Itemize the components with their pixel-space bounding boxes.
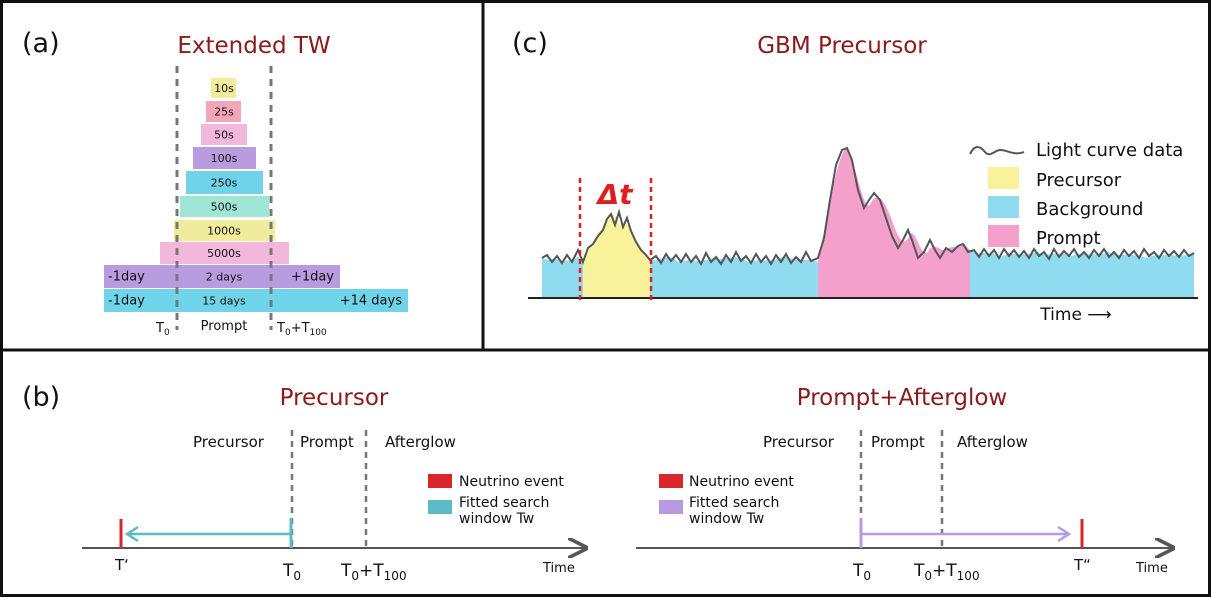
panel-c-time-label: Time ⟶ <box>1039 305 1111 325</box>
tw-bar-label-3: 50s <box>214 129 234 142</box>
window-legend-label-left-2: window Tw <box>459 511 534 527</box>
tw-bar-4 <box>193 147 256 169</box>
tw-bar-label-7: 1000s <box>207 225 241 238</box>
legend-light-curve-swatch <box>969 146 1025 156</box>
panel-b-right-prompt-afterglow: Prompt+Afterglow Precursor Prompt Afterg… <box>636 385 1171 583</box>
tw-bar-8 <box>160 242 289 264</box>
window-legend-label-left-1: Fitted search <box>459 495 549 511</box>
tw-bar-3 <box>201 124 247 145</box>
tw-bar-label-10: 15 days <box>202 295 246 308</box>
prompt-region <box>818 148 970 298</box>
t100-label: T0+T100 <box>276 321 327 338</box>
tw-bar-label-1: 10s <box>214 82 234 95</box>
extended-tw-pyramid: 10s 25s 50s 100s 250s 500s 1000s 5000s 2 days -1d… <box>104 78 408 312</box>
tw-bar-label-5: 250s <box>211 177 238 190</box>
neutrino-legend-label-right: Neutrino event <box>689 474 794 490</box>
tw-bar-9 <box>104 265 340 288</box>
t100-label-left: T0+T100 <box>340 561 407 583</box>
panel-a-title: Extended TW <box>177 33 330 59</box>
precursor-region <box>583 215 650 298</box>
prompt-label: Prompt <box>201 319 248 334</box>
background-region-left <box>542 256 583 298</box>
t0-label-left: T0 <box>282 561 301 583</box>
legend-label-prompt: Prompt <box>1036 228 1101 249</box>
search-window-arrowhead-left <box>124 525 139 543</box>
panel-c-legend: Light curve data Precursor Background Promp… <box>969 140 1183 249</box>
phase-prompt-label-right: Prompt <box>871 433 925 451</box>
legend-label-light-curve-data: Light curve data <box>1036 140 1183 161</box>
panel-a-label: (a) <box>22 28 60 59</box>
tw-bar-2 <box>206 101 241 122</box>
phase-precursor-label: Precursor <box>193 433 265 451</box>
tw-bar-label-8: 5000s <box>207 247 241 260</box>
tw-bar-5 <box>186 171 263 194</box>
tw-bar-1 <box>211 78 236 98</box>
panel-b-left-title: Precursor <box>280 385 389 411</box>
tw-bar-left-label-9: -1day <box>108 270 145 285</box>
tw-bar-left-label-10: -1day <box>108 294 145 309</box>
tw-bar-label-4: 100s <box>211 152 238 165</box>
window-legend-label-right-2: window Tw <box>689 511 764 527</box>
panel-c-label: (c) <box>512 28 548 59</box>
tw-bar-7 <box>174 220 275 241</box>
t0-label: T0 <box>155 321 170 338</box>
tw-bar-10 <box>104 289 408 312</box>
legend-label-background: Background <box>1036 199 1143 220</box>
phase-afterglow-label-right: Afterglow <box>957 433 1028 451</box>
panel-a: (a) Extended TW 10s 25s 50s 100s 250s 500s 100… <box>22 28 408 338</box>
tw-bar-right-label-10: +14 days <box>340 294 402 309</box>
panel-b-right-title: Prompt+Afterglow <box>797 385 1007 411</box>
delta-t-label: Δt <box>595 178 634 211</box>
window-legend-swatch-left <box>428 500 452 514</box>
phase-prompt-label: Prompt <box>300 433 354 451</box>
panel-b: (b) Precursor Precursor Prompt Afterglow… <box>22 382 1171 583</box>
legend-swatch-prompt <box>988 225 1019 247</box>
search-window-arrowhead-right <box>1057 525 1072 543</box>
tw-bar-label-9: 2 days <box>206 271 243 284</box>
window-legend-label-right-1: Fitted search <box>689 495 779 511</box>
panel-b-label: (b) <box>22 382 60 413</box>
legend-label-precursor: Precursor <box>1036 170 1122 191</box>
time-label-right: Time <box>1135 561 1168 576</box>
tw-bar-label-6: 500s <box>211 201 238 214</box>
t-double-prime-label: T“ <box>1073 556 1091 574</box>
tw-bar-label-2: 25s <box>214 106 234 119</box>
tw-bar-right-label-9: +1day <box>291 270 334 285</box>
background-region-middle <box>650 256 818 298</box>
panel-c-title: GBM Precursor <box>757 33 927 59</box>
neutrino-legend-swatch-right <box>659 474 683 488</box>
window-legend-swatch-right <box>659 500 683 514</box>
legend-swatch-precursor <box>988 167 1019 189</box>
light-curve-line <box>541 146 1195 267</box>
legend-swatch-background <box>988 196 1019 218</box>
phase-precursor-label-right: Precursor <box>763 433 835 451</box>
phase-afterglow-label: Afterglow <box>385 433 456 451</box>
t-prime-label: T‘ <box>114 556 129 574</box>
neutrino-legend-swatch-left <box>428 474 452 488</box>
t0-label-right: T0 <box>852 561 871 583</box>
tw-bar-6 <box>180 196 269 217</box>
panel-b-left-precursor: Precursor Precursor Prompt Afterglow Neu… <box>82 385 584 583</box>
neutrino-legend-label-left: Neutrino event <box>459 474 564 490</box>
t100-label-right: T0+T100 <box>913 561 980 583</box>
time-label-left: Time <box>542 561 575 576</box>
panel-c: (c) GBM Precursor Δt Time ⟶ Light curve … <box>512 28 1198 325</box>
background-region-right <box>970 250 1194 298</box>
